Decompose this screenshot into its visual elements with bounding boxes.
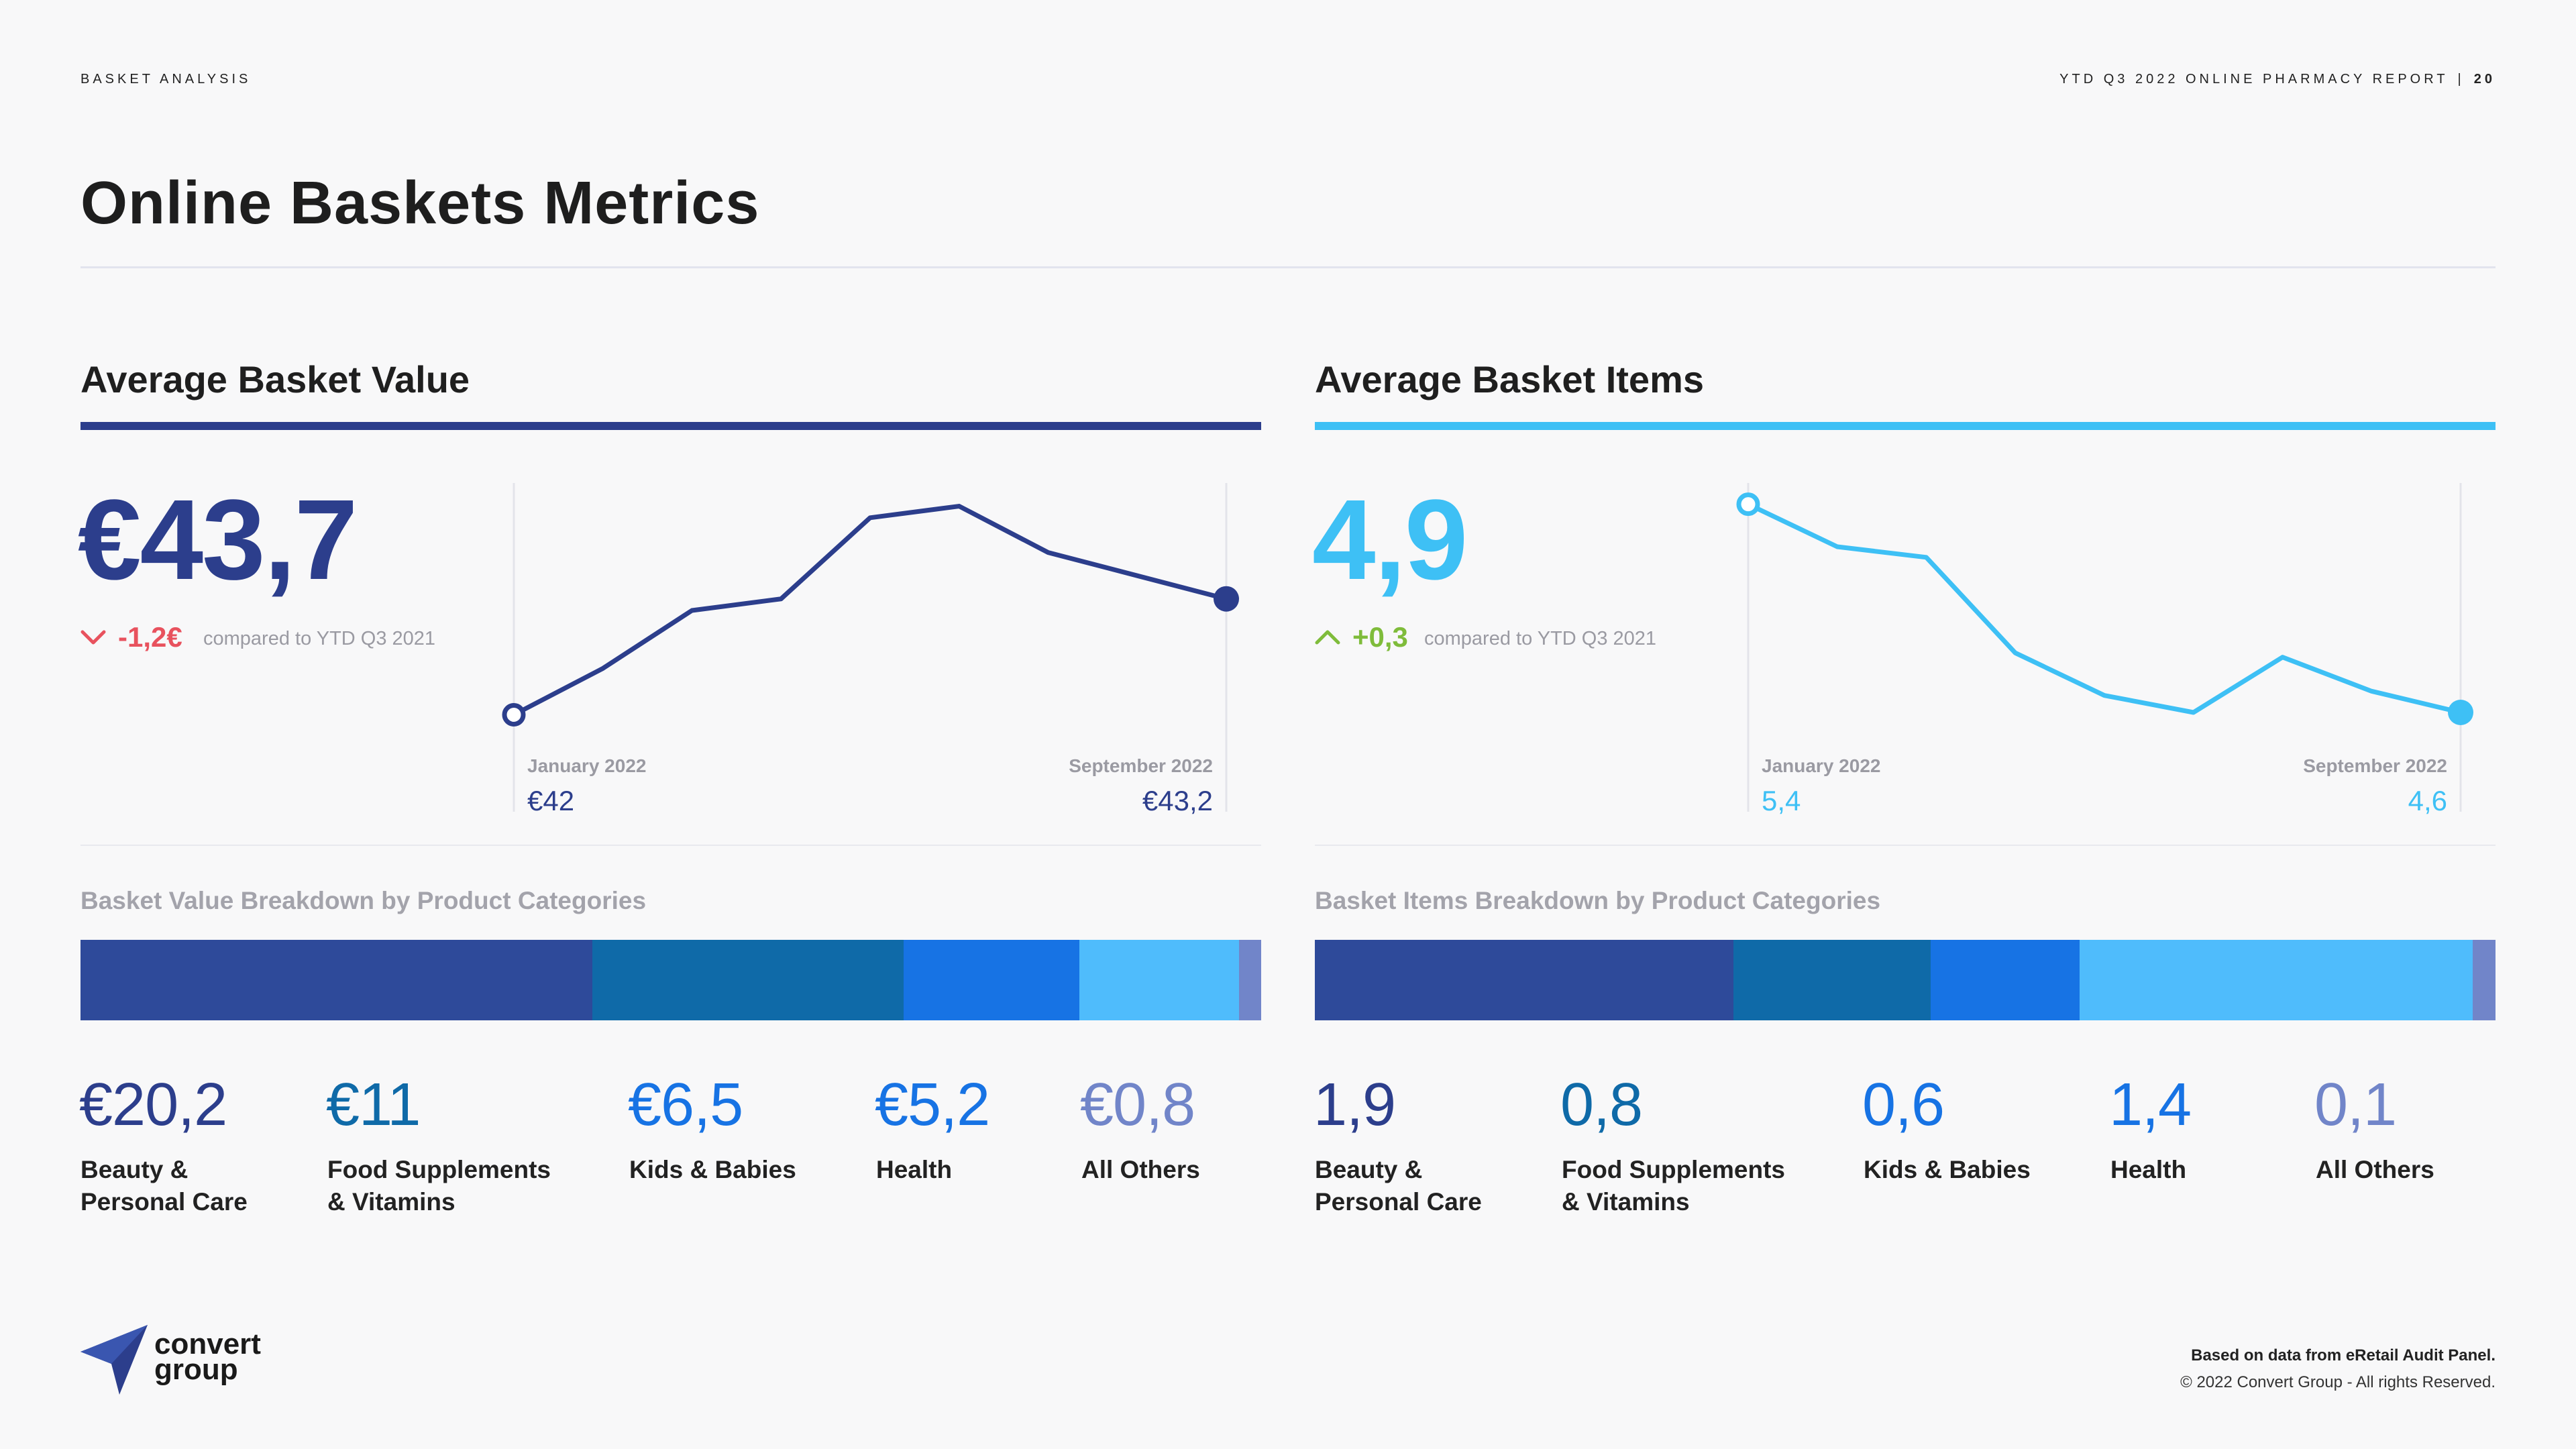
- value-cat-kids-label: Kids & Babies: [629, 1156, 796, 1183]
- items-end-date: September 2022: [2303, 755, 2447, 776]
- items-stacked-bar: [1315, 940, 2496, 1020]
- report-name: YTD Q3 2022 ONLINE PHARMACY REPORT: [2059, 72, 2449, 87]
- header-separator: |: [2457, 72, 2465, 87]
- items-cat-others-label: All Others: [2316, 1156, 2434, 1183]
- value-series-line: [513, 504, 1227, 717]
- logo-line-2: group: [154, 1353, 238, 1386]
- section-label: BASKET ANALYSIS: [80, 72, 252, 87]
- value-bar-others: [1239, 940, 1261, 1020]
- items-compare-text: compared to YTD Q3 2021: [1424, 628, 1657, 649]
- items-bar-supplements: [1733, 940, 1931, 1020]
- value-end-date: September 2022: [1069, 755, 1213, 776]
- items-start-point: [1736, 492, 1760, 517]
- items-cat-supplements-label: Food Supplements & Vitamins: [1562, 1156, 1785, 1216]
- value-stacked-bar: [80, 940, 1261, 1020]
- items-bar-beauty: [1315, 940, 1733, 1020]
- value-compare-text: compared to YTD Q3 2021: [203, 628, 436, 649]
- title-divider: [80, 266, 2496, 268]
- items-cat-beauty-label: Beauty & Personal Care: [1315, 1156, 1482, 1216]
- report-label: YTD Q3 2022 ONLINE PHARMACY REPORT | 20: [2059, 72, 2496, 87]
- convert-group-logo-icon: [80, 1325, 148, 1395]
- value-bar-beauty: [80, 940, 592, 1020]
- value-cat-others-value: €0,8: [1080, 1071, 1195, 1138]
- items-start-date: January 2022: [1762, 755, 1880, 776]
- items-panel-title: Average Basket Items: [1315, 358, 1705, 400]
- items-cat-health-label: Health: [2110, 1156, 2187, 1183]
- value-panel-rule: [80, 422, 1261, 430]
- value-delta-text: -1,2€: [118, 621, 182, 653]
- value-big-number: €43,7: [78, 476, 358, 604]
- value-bar-supplements: [592, 940, 904, 1020]
- items-end-point: [2448, 700, 2473, 725]
- items-series-line: [1747, 502, 2461, 715]
- items-cat-others-value: 0,1: [2314, 1071, 2397, 1138]
- value-breakdown-title: Basket Value Breakdown by Product Catego…: [80, 887, 647, 914]
- source-note: Based on data from eRetail Audit Panel.: [2191, 1346, 2496, 1364]
- value-panel-divider: [80, 845, 1261, 846]
- value-cat-health-value: €5,2: [875, 1071, 990, 1138]
- items-panel-divider: [1315, 845, 2496, 846]
- items-start-value: 5,4: [1762, 785, 1801, 816]
- chevron-up-icon: [1315, 630, 1340, 645]
- logo-wordmark: convert group: [154, 1328, 261, 1386]
- value-end-point: [1214, 586, 1239, 612]
- logo-line-1: convert: [154, 1328, 261, 1360]
- value-bar-kids: [904, 940, 1079, 1020]
- items-big-number: 4,9: [1312, 476, 1468, 604]
- items-panel-rule: [1315, 422, 2496, 430]
- items-cat-health-value: 1,4: [2109, 1071, 2192, 1138]
- value-cat-kids-value: €6,5: [628, 1071, 743, 1138]
- value-cat-supplements-value: €11: [326, 1071, 421, 1138]
- items-bar-health: [2080, 940, 2473, 1020]
- items-cat-beauty-value: 1,9: [1313, 1071, 1396, 1138]
- value-start-point: [502, 702, 526, 727]
- items-line-chart: January 2022 September 2022 5,4 4,6: [1736, 483, 2473, 816]
- items-delta-text: +0,3: [1352, 621, 1408, 653]
- page-number: 20: [2473, 72, 2496, 87]
- chevron-down-icon: [80, 630, 106, 645]
- value-delta: -1,2€: [80, 621, 182, 653]
- value-panel-title: Average Basket Value: [80, 358, 470, 400]
- items-cat-kids-label: Kids & Babies: [1864, 1156, 2031, 1183]
- value-line-chart: January 2022 September 2022 €42 €43,2: [502, 483, 1239, 816]
- items-end-value: 4,6: [2408, 785, 2447, 816]
- items-delta: +0,3: [1315, 621, 1408, 653]
- value-cat-supplements-label: Food Supplements & Vitamins: [327, 1156, 551, 1216]
- items-cat-kids-value: 0,6: [1862, 1071, 1945, 1138]
- copyright-note: © 2022 Convert Group - All rights Reserv…: [2180, 1373, 2496, 1391]
- value-cat-beauty-value: €20,2: [79, 1071, 227, 1138]
- page-title: Online Baskets Metrics: [80, 170, 760, 237]
- value-cat-health-label: Health: [876, 1156, 953, 1183]
- value-cat-others-label: All Others: [1081, 1156, 1200, 1183]
- value-end-value: €43,2: [1142, 785, 1213, 816]
- value-bar-health: [1079, 940, 1239, 1020]
- value-cat-beauty-label: Beauty & Personal Care: [80, 1156, 248, 1216]
- items-cat-supplements-value: 0,8: [1560, 1071, 1643, 1138]
- items-bar-others: [2473, 940, 2496, 1020]
- items-bar-kids: [1931, 940, 2080, 1020]
- items-breakdown-title: Basket Items Breakdown by Product Catego…: [1315, 887, 1881, 914]
- value-start-value: €42: [527, 785, 574, 816]
- value-start-date: January 2022: [527, 755, 646, 776]
